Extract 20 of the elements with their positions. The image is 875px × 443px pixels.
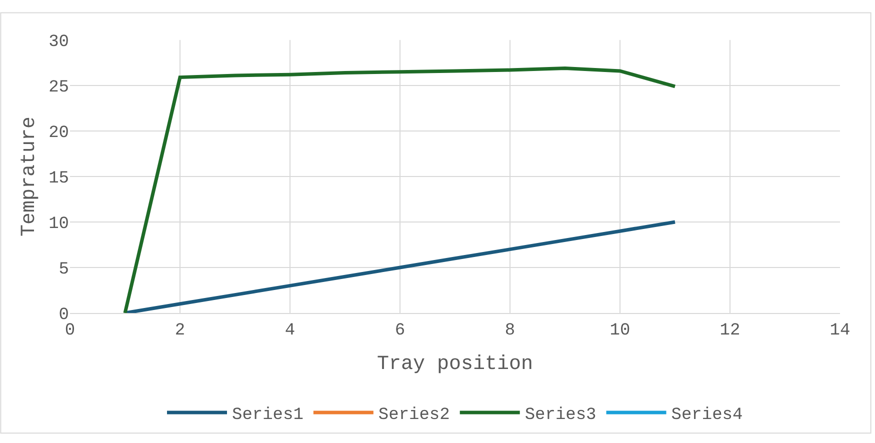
x-tick-label: 10 — [610, 321, 630, 340]
y-tick-label: 25 — [48, 78, 69, 98]
x-tick-label: 2 — [174, 321, 186, 340]
x-tick-label: 4 — [284, 321, 296, 340]
x-tick-label: 8 — [504, 321, 516, 340]
y-tick-label: 5 — [58, 260, 69, 280]
x-tick-label: 14 — [830, 321, 850, 340]
y-tick-label: 15 — [48, 169, 69, 188]
y-tick-label: 30 — [48, 32, 69, 52]
legend-label: Series1 — [232, 406, 304, 426]
x-tick-label: 6 — [394, 321, 406, 340]
y-tick-label: 10 — [48, 214, 69, 234]
x-axis-title: Tray position — [376, 352, 534, 376]
x-tick-label: 12 — [720, 321, 740, 340]
y-tick-label: 20 — [48, 124, 69, 143]
legend-label: Series3 — [524, 406, 596, 426]
line-series — [123, 66, 677, 313]
legend-label: Series4 — [671, 406, 743, 426]
legend-label: Series2 — [378, 406, 450, 426]
y-axis-title: Temprature — [18, 116, 42, 237]
